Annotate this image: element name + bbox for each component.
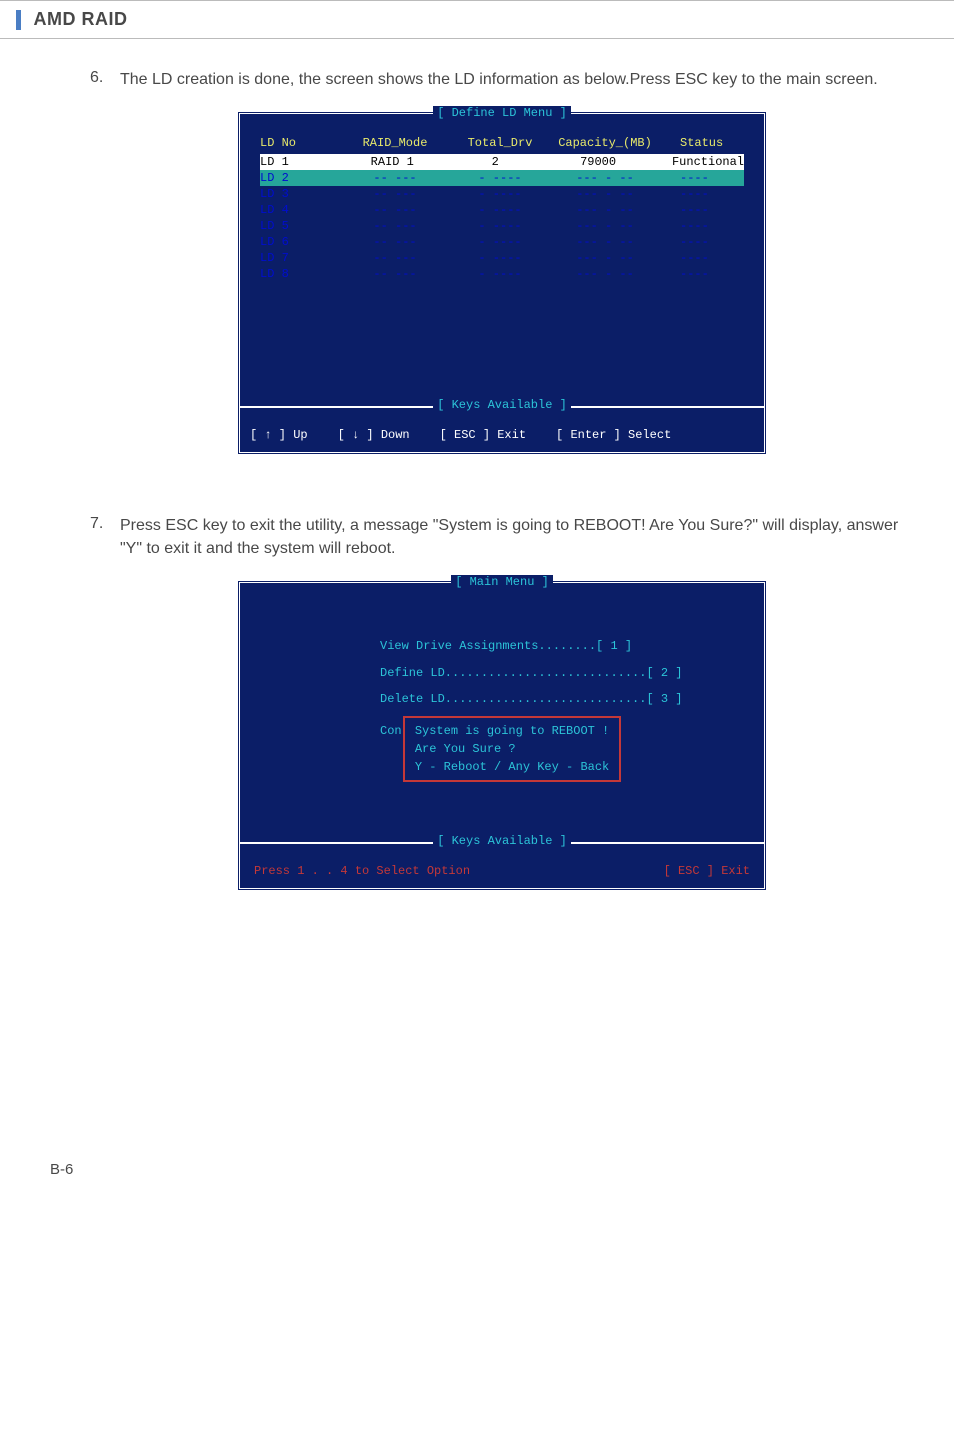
cell-raid: -- --- — [340, 171, 450, 185]
reboot-line-2: Are You Sure ? — [415, 740, 609, 758]
cell-stat: ---- — [660, 187, 744, 201]
cell-drv: 2 — [446, 155, 544, 169]
cell-cap: --- - -- — [550, 203, 660, 217]
step-number: 6. — [90, 69, 120, 91]
cell-drv: - ---- — [450, 187, 550, 201]
menu-item-delete: Delete LD............................[ 3… — [380, 686, 724, 712]
cell-raid: -- --- — [340, 267, 450, 281]
table-row: LD 2-- ---- ------- - ------ — [260, 170, 744, 186]
table-row: LD 8-- ---- ------- - ------ — [260, 266, 744, 282]
key-enter: [ Enter ] Select — [556, 428, 671, 442]
cell-ldno: LD 3 — [260, 187, 340, 201]
col-ldno: LD No — [260, 136, 340, 150]
ld-table: LD No RAID_Mode Total_Drv Capacity_(MB) … — [240, 134, 764, 406]
step-text: The LD creation is done, the screen show… — [120, 69, 878, 91]
cell-ldno: LD 5 — [260, 219, 340, 233]
menu-item-view: View Drive Assignments........[ 1 ] — [380, 633, 724, 659]
cell-drv: - ---- — [450, 235, 550, 249]
cell-ldno: LD 2 — [260, 171, 340, 185]
table-row: LD 1RAID 1279000Functional — [260, 154, 744, 170]
keys-title: [ Keys Available ] — [433, 398, 571, 412]
table-row: LD 6-- ---- ------- - ------ — [260, 234, 744, 250]
step-text: Press ESC key to exit the utility, a mes… — [120, 515, 914, 560]
cell-ldno: LD 4 — [260, 203, 340, 217]
cell-stat: ---- — [660, 219, 744, 233]
cell-stat: ---- — [660, 251, 744, 265]
cell-ldno: LD 6 — [260, 235, 340, 249]
page-number: B-6 — [50, 1161, 954, 1178]
cell-stat: ---- — [660, 235, 744, 249]
cell-stat: Functional — [652, 155, 744, 169]
cell-stat: ---- — [660, 267, 744, 281]
bios-title: [ Define LD Menu ] — [433, 106, 571, 120]
cell-raid: -- --- — [340, 187, 450, 201]
cell-cap: --- - -- — [550, 267, 660, 281]
reboot-dialog: System is going to REBOOT ! Are You Sure… — [403, 716, 621, 782]
page-title: AMD RAID — [33, 9, 127, 30]
cell-cap: --- - -- — [550, 187, 660, 201]
cell-raid: -- --- — [340, 235, 450, 249]
cell-raid: -- --- — [340, 219, 450, 233]
cell-drv: - ---- — [450, 219, 550, 233]
bios-title: [ Main Menu ] — [451, 575, 553, 589]
cell-stat: ---- — [660, 171, 744, 185]
table-row: LD 3-- ---- ------- - ------ — [260, 186, 744, 202]
content-area: 6. The LD creation is done, the screen s… — [0, 69, 954, 891]
key-esc: [ ESC ] Exit — [440, 428, 526, 442]
bios-main-menu-screen: [ Main Menu ] View Drive Assignments....… — [237, 580, 767, 891]
step-number: 7. — [90, 515, 120, 560]
cell-raid: -- --- — [340, 203, 450, 217]
cell-drv: - ---- — [450, 171, 550, 185]
cell-ldno: LD 8 — [260, 267, 340, 281]
step-7: 7. Press ESC key to exit the utility, a … — [90, 515, 914, 560]
col-cap: Capacity_(MB) — [550, 136, 660, 150]
con-label: Con — [380, 718, 402, 744]
accent-bar — [16, 10, 21, 30]
step-6: 6. The LD creation is done, the screen s… — [90, 69, 914, 91]
footer-left: Press 1 . . 4 to Select Option — [254, 864, 470, 878]
cell-cap: --- - -- — [550, 171, 660, 185]
cell-ldno: LD 7 — [260, 251, 340, 265]
page-header: AMD RAID — [0, 0, 954, 39]
cell-cap: 79000 — [544, 155, 652, 169]
table-header: LD No RAID_Mode Total_Drv Capacity_(MB) … — [260, 134, 744, 154]
col-stat: Status — [660, 136, 744, 150]
key-down: [ ↓ ] Down — [338, 428, 410, 442]
cell-drv: - ---- — [450, 203, 550, 217]
keys-title: [ Keys Available ] — [433, 834, 571, 848]
key-up: [ ↑ ] Up — [250, 428, 308, 442]
cell-ldno: LD 1 — [260, 155, 338, 169]
cell-cap: --- - -- — [550, 235, 660, 249]
cell-drv: - ---- — [450, 251, 550, 265]
keys-section: [ Keys Available ] [ ↑ ] Up [ ↓ ] Down [… — [240, 406, 764, 452]
col-raid: RAID_Mode — [340, 136, 450, 150]
reboot-line-1: System is going to REBOOT ! — [415, 722, 609, 740]
footer-bar: Press 1 . . 4 to Select Option [ ESC ] E… — [240, 858, 764, 888]
table-row: LD 7-- ---- ------- - ------ — [260, 250, 744, 266]
main-menu-content: View Drive Assignments........[ 1 ] Defi… — [240, 603, 764, 842]
reboot-line-3: Y - Reboot / Any Key - Back — [415, 758, 609, 776]
keys-row: [ ↑ ] Up [ ↓ ] Down [ ESC ] Exit [ Enter… — [240, 422, 764, 452]
cell-raid: RAID 1 — [338, 155, 446, 169]
cell-drv: - ---- — [450, 267, 550, 281]
cell-raid: -- --- — [340, 251, 450, 265]
table-row: LD 4-- ---- ------- - ------ — [260, 202, 744, 218]
keys-section: [ Keys Available ] Press 1 . . 4 to Sele… — [240, 842, 764, 888]
table-row: LD 5-- ---- ------- - ------ — [260, 218, 744, 234]
footer-right: [ ESC ] Exit — [664, 864, 750, 878]
cell-cap: --- - -- — [550, 251, 660, 265]
cell-cap: --- - -- — [550, 219, 660, 233]
bios-define-ld-screen: [ Define LD Menu ] LD No RAID_Mode Total… — [237, 111, 767, 455]
col-drv: Total_Drv — [450, 136, 550, 150]
cell-stat: ---- — [660, 203, 744, 217]
menu-item-define: Define LD............................[ 2… — [380, 660, 724, 686]
